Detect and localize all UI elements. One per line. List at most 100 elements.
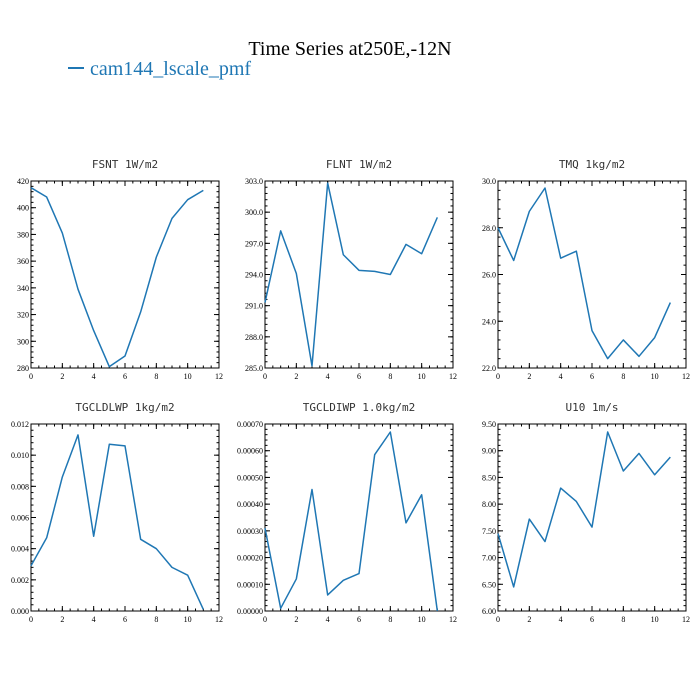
x-tick-label: 6	[590, 615, 594, 624]
x-tick-label: 6	[123, 372, 127, 381]
y-tick-label: 22.0	[482, 364, 496, 373]
panel-3: TMQ 1kg/m2 0 2 4 6 8 10 12 22.0 24.0 26.0 28.0 30.0	[482, 158, 690, 381]
x-tick-label: 10	[418, 615, 426, 624]
y-tick-label: 6.00	[482, 607, 496, 616]
x-tick-label: 8	[621, 372, 625, 381]
y-tick-label: 8.00	[482, 500, 496, 509]
panel-1: FSNT 1W/m2 0 2 4 6 8 10 12 280 300 320 340 360 380 400…	[17, 158, 223, 381]
x-tick-label: 6	[123, 615, 127, 624]
x-tick-label: 10	[184, 615, 192, 624]
y-tick-label: 0.004	[11, 545, 29, 554]
x-tick-label: 6	[357, 615, 361, 624]
x-tick-label: 4	[559, 615, 563, 624]
y-tick-label: 303.0	[245, 177, 263, 186]
plot-frame	[497, 423, 687, 612]
x-tick-label: 0	[263, 372, 267, 381]
y-tick-label: 400	[17, 204, 29, 213]
y-tick-label: 320	[17, 311, 29, 320]
y-tick-label: 0.00000	[237, 607, 263, 616]
x-tick-label: 12	[449, 615, 457, 624]
y-tick-label: 30.0	[482, 177, 496, 186]
x-tick-label: 6	[357, 372, 361, 381]
y-tick-label: 300.0	[245, 208, 263, 217]
panels-grid: FSNT 1W/m20 2 4 6 8 10 12280300320340360380400…	[11, 158, 690, 624]
x-tick-label: 0	[496, 372, 500, 381]
panel-5: TGCLDIWP 1.0kg/m2 0 2 4 6 8 10 12 0.00000 0.00010…	[237, 401, 457, 624]
x-tick-label: 12	[682, 372, 690, 381]
panel-title: U10 1m/s	[566, 401, 619, 414]
x-tick-label: 10	[184, 372, 192, 381]
x-tick-label: 8	[388, 615, 392, 624]
x-tick-label: 2	[294, 372, 298, 381]
x-tick-label: 12	[215, 372, 223, 381]
x-tick-label: 12	[449, 372, 457, 381]
panel-title: FSNT 1W/m2	[92, 158, 158, 171]
x-tick-label: 8	[154, 615, 158, 624]
series-line-1	[497, 431, 671, 588]
series-line-1	[264, 182, 439, 367]
x-tick-label: 2	[527, 372, 531, 381]
panel-2: FLNT 1W/m2 0 2 4 6 8 10 12 285.0 288.0 291.0 294.0 2…	[245, 158, 457, 381]
x-tick-label: 2	[60, 372, 64, 381]
figure-title: Time Series at250E,-12N	[248, 38, 451, 60]
x-tick-label: 8	[388, 372, 392, 381]
x-tick-label: 2	[294, 615, 298, 624]
x-tick-label: 8	[621, 615, 625, 624]
x-tick-label: 2	[60, 615, 64, 624]
x-tick-label: 2	[527, 615, 531, 624]
series-line-1	[30, 434, 205, 610]
y-tick-label: 0.00010	[237, 580, 263, 589]
y-tick-label: 7.50	[482, 527, 496, 536]
x-tick-label: 10	[651, 372, 659, 381]
x-tick-label: 4	[326, 615, 330, 624]
y-tick-label: 26.0	[482, 271, 496, 280]
y-tick-label: 0.006	[11, 514, 29, 523]
series-line-1	[30, 187, 204, 368]
y-tick-label: 340	[17, 284, 29, 293]
x-tick-label: 10	[651, 615, 659, 624]
x-tick-label: 0	[263, 615, 267, 624]
series-line-1	[497, 187, 672, 360]
panel-4: TGCLDLWP 1kg/m2 0 2 4 6 8 10 12 0.000 0.002 0.004 0…	[11, 401, 223, 624]
y-tick-label: 297.0	[245, 239, 263, 248]
panel-title: FLNT 1W/m2	[326, 158, 392, 171]
y-tick-label: 420	[17, 177, 29, 186]
panel-title: TGCLDLWP 1kg/m2	[75, 401, 174, 414]
x-tick-label: 0	[496, 615, 500, 624]
panel-title: TMQ 1kg/m2	[559, 158, 625, 171]
legend-label: cam144_lscale_pmf	[90, 58, 251, 80]
y-tick-label: 0.008	[11, 482, 29, 491]
panel-title: TGCLDIWP 1.0kg/m2	[303, 401, 416, 414]
y-tick-label: 294.0	[245, 271, 263, 280]
y-tick-label: 280	[17, 364, 29, 373]
y-tick-label: 24.0	[482, 317, 496, 326]
x-tick-label: 0	[29, 372, 33, 381]
panel-6: U10 1m/s 0 2 4 6 8 10 12 6.00 6.50 7.00 7.50 8.00 8.5…	[482, 401, 690, 624]
y-tick-label: 6.50	[482, 580, 496, 589]
x-tick-label: 0	[29, 615, 33, 624]
y-tick-label: 0.00060	[237, 447, 263, 456]
y-tick-label: 0.00040	[237, 500, 263, 509]
x-tick-label: 10	[418, 372, 426, 381]
y-tick-label: 0.00020	[237, 554, 263, 563]
y-tick-label: 380	[17, 230, 29, 239]
x-tick-label: 12	[682, 615, 690, 624]
plot-frame	[497, 180, 687, 369]
y-tick-label: 291.0	[245, 302, 263, 311]
y-tick-label: 0.00050	[237, 473, 263, 482]
plot-frame	[264, 180, 454, 369]
x-tick-label: 4	[92, 372, 96, 381]
series-line-1	[264, 431, 439, 612]
legend: cam144_lscale_pmf	[68, 58, 251, 80]
x-tick-label: 4	[92, 615, 96, 624]
y-tick-label: 288.0	[245, 333, 263, 342]
y-tick-label: 9.50	[482, 420, 496, 429]
y-tick-label: 0.00030	[237, 527, 263, 536]
y-tick-label: 0.00070	[237, 420, 263, 429]
y-tick-label: 0.010	[11, 451, 29, 460]
y-tick-label: 285.0	[245, 364, 263, 373]
y-tick-label: 28.0	[482, 224, 496, 233]
y-tick-label: 9.00	[482, 447, 496, 456]
y-tick-label: 0.002	[11, 576, 29, 585]
